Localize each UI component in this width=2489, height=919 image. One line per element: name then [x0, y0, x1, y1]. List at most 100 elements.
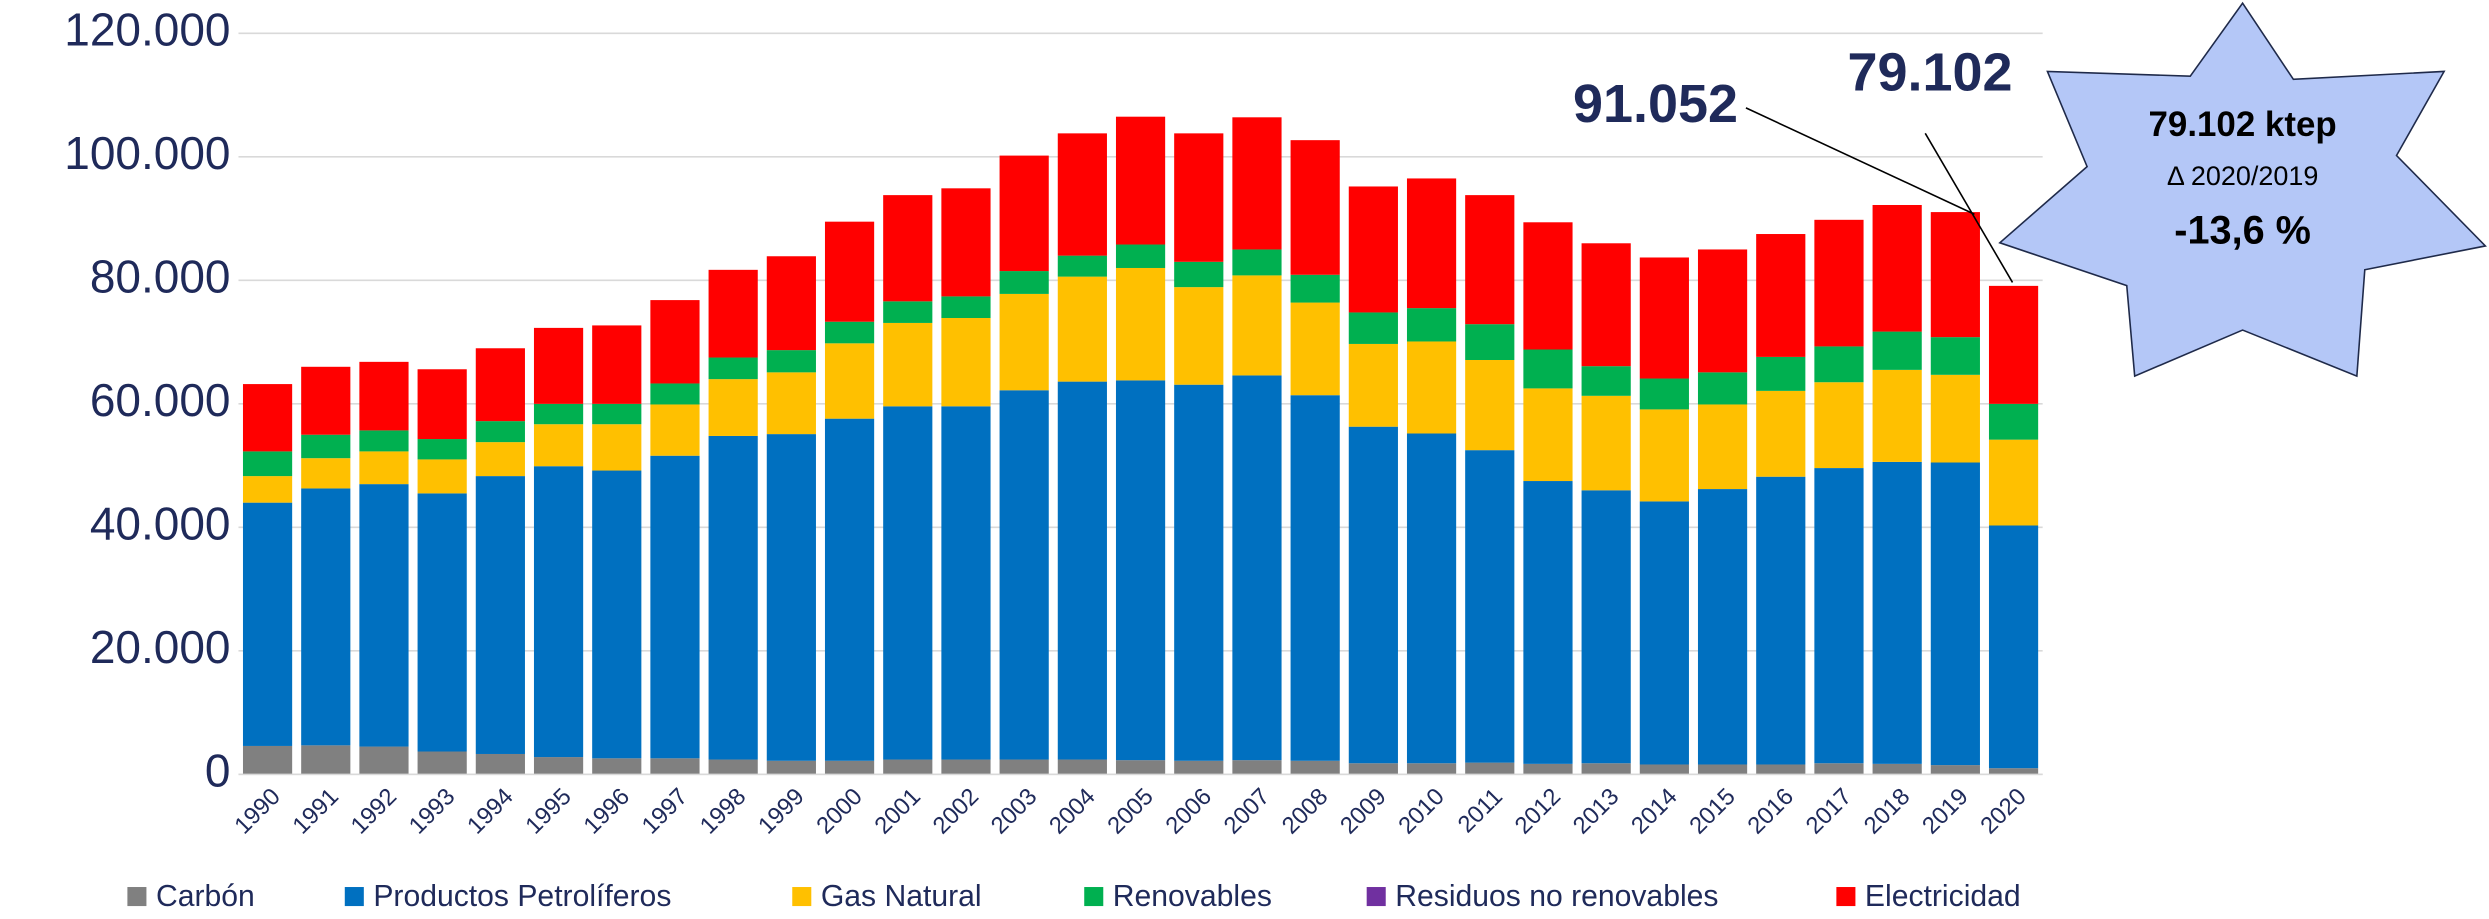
bar-segment — [1697, 372, 1748, 405]
bar-segment — [708, 435, 758, 760]
x-tick-label: 1990 — [229, 783, 286, 840]
bar-segment — [1290, 395, 1340, 761]
bar-segment — [1523, 763, 1573, 775]
bar-segment — [1814, 346, 1864, 383]
bar-segment — [1814, 382, 1864, 469]
bar-segment — [1756, 356, 1806, 391]
bar-segment — [417, 493, 467, 752]
bar-segment — [242, 451, 293, 477]
bar-segment — [475, 753, 525, 775]
bar-segment — [1523, 349, 1573, 389]
bar-segment — [1756, 234, 1806, 357]
bar-segment — [1581, 243, 1631, 367]
bar-segment — [1406, 178, 1457, 309]
legend-swatch — [792, 887, 812, 907]
bar-segment — [592, 758, 642, 775]
bar-segment — [941, 406, 991, 760]
bar-segment — [766, 434, 816, 761]
bar-segment — [883, 301, 933, 323]
x-tick-label: 2018 — [1859, 783, 1916, 840]
x-tick-label: 2010 — [1393, 783, 1450, 840]
bar-segment — [475, 476, 525, 754]
bar-segment — [1872, 331, 1922, 370]
bar-segment — [533, 424, 584, 467]
bar-segment — [1988, 768, 2039, 775]
bar-segment — [941, 759, 991, 775]
bar-segment — [1057, 133, 1107, 256]
bar-segment — [1406, 341, 1457, 434]
bar-segment — [1465, 324, 1515, 360]
bar-segment — [1174, 384, 1224, 761]
bar-segment — [242, 502, 293, 746]
bar-segment — [1406, 433, 1457, 764]
bar-segment — [650, 404, 700, 456]
bar-segment — [301, 745, 351, 775]
bar-segment — [1232, 117, 1282, 250]
bar-segment — [766, 350, 816, 373]
bar-segment — [883, 195, 933, 302]
bar-segment — [1756, 390, 1806, 477]
bar-segment — [650, 300, 700, 384]
bar-segment — [1465, 195, 1515, 325]
bar-segment — [708, 269, 758, 358]
bar-segment — [242, 476, 293, 503]
bar-segment — [1756, 764, 1806, 775]
bar-segment — [1930, 337, 1980, 375]
bar-segment — [1523, 222, 1573, 350]
x-tick-label: 2020 — [1975, 783, 2032, 840]
x-tick-label: 1991 — [287, 783, 344, 840]
legend-label: Gas Natural — [821, 880, 982, 913]
bar-segment — [1581, 395, 1631, 491]
x-tick-label: 2004 — [1044, 783, 1101, 840]
bar-segment — [941, 296, 991, 319]
bar-segment — [708, 357, 758, 380]
bar-segment — [475, 421, 525, 443]
x-tick-label: 2008 — [1277, 783, 1334, 840]
bar-segment — [650, 455, 700, 759]
x-tick-label: 2009 — [1335, 783, 1392, 840]
x-tick-label: 2016 — [1742, 783, 1799, 840]
bar-segment — [1581, 490, 1631, 764]
y-tick-label: 20.000 — [90, 621, 231, 673]
bar-segment — [999, 390, 1049, 760]
bar-segment — [1988, 285, 2039, 404]
x-tick-label: 2015 — [1684, 783, 1741, 840]
bar-segment — [1988, 525, 2039, 769]
bar-segment — [1174, 133, 1224, 262]
y-tick-label: 0 — [205, 745, 231, 797]
bar-segment — [941, 318, 991, 407]
bar-segment — [1523, 388, 1573, 482]
bar-segment — [1872, 763, 1922, 775]
x-tick-label: 1995 — [520, 783, 577, 840]
bar-segment — [1406, 308, 1457, 342]
bar-segment — [417, 751, 467, 775]
x-tick-label: 1999 — [753, 783, 810, 840]
bar-segment — [999, 759, 1049, 775]
bar-segment — [1639, 378, 1689, 410]
callout-title: 79.102 ktep — [2149, 105, 2337, 144]
bar-segment — [883, 759, 933, 775]
x-tick-label: 2001 — [869, 783, 926, 840]
bar-segment — [1115, 267, 1166, 381]
bar-segment — [1814, 219, 1864, 347]
plot: 0 20.000 40.000 60.000 80.000 100.000 120.000 1… — [64, 3, 2043, 913]
y-tick-label: 100.000 — [64, 127, 230, 179]
annotation: 91.052 — [1573, 74, 1738, 134]
bar-segment — [1057, 381, 1107, 760]
annotation-line — [1745, 107, 1975, 215]
x-tick-label: 1998 — [695, 783, 752, 840]
bar-segment — [533, 757, 584, 775]
bar-segment — [650, 758, 700, 775]
bar-segment — [417, 369, 467, 440]
x-tick-label: 1992 — [346, 783, 403, 840]
bar-segment — [650, 383, 700, 405]
legend-swatch — [1836, 887, 1856, 907]
legend-swatch — [127, 887, 147, 907]
x-tick-label: 2000 — [811, 783, 868, 840]
bar-segment — [475, 348, 525, 422]
bar-segment — [883, 322, 933, 407]
bar-segment — [999, 293, 1049, 391]
x-tick-label: 2019 — [1917, 783, 1974, 840]
bar-segment — [1115, 380, 1166, 761]
bar-segment — [1290, 302, 1340, 396]
